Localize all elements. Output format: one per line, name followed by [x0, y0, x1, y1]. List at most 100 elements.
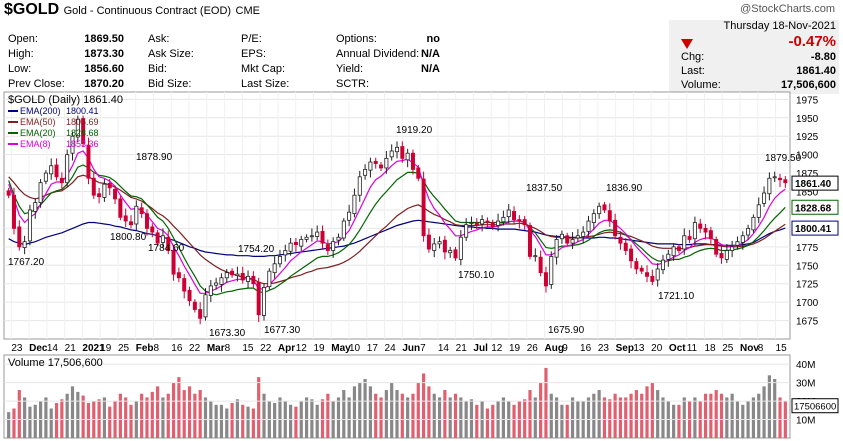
x-tick-label: 16 — [580, 343, 592, 354]
volume-bar — [650, 382, 654, 438]
candle — [645, 272, 650, 277]
x-tick-label: May — [331, 343, 351, 354]
candle — [22, 241, 27, 248]
volume-bar — [230, 402, 234, 438]
open-value: 1869.50 — [84, 33, 124, 45]
pe-label: P/E: — [241, 33, 262, 45]
x-tick-label: 26 — [527, 343, 539, 354]
price-annotation: 1677.30 — [264, 325, 301, 336]
volume-bar — [437, 397, 442, 438]
legend-name: EMA(20) — [20, 128, 56, 138]
prev-close-label: Prev Close: — [8, 78, 65, 90]
exchange: CME — [235, 5, 260, 17]
volume-bar — [145, 397, 149, 438]
x-tick-label: 24 — [385, 343, 397, 354]
candle — [421, 178, 426, 237]
chart-header: $GOLD Gold - Continuous Contract (EOD) C… — [4, 1, 260, 19]
volume-bar — [613, 393, 617, 438]
price-annotation: 1878.90 — [136, 152, 173, 163]
candle — [43, 172, 48, 182]
x-tick-label: 14 — [47, 343, 59, 354]
volume-bar — [448, 397, 452, 438]
candle — [395, 146, 399, 153]
candle — [405, 152, 410, 161]
x-tick-label: 14 — [438, 343, 450, 354]
volume-bar — [257, 377, 261, 438]
candle — [501, 216, 506, 223]
volume-bar — [411, 393, 415, 438]
volume-bar — [235, 399, 240, 438]
price-annotation: 1673.30 — [209, 328, 246, 339]
candle — [719, 253, 724, 259]
candle — [714, 239, 719, 255]
volume-bar — [751, 397, 756, 438]
price-annotation: 1879.50 — [765, 153, 802, 164]
yield-value: N/A — [421, 63, 440, 75]
high-value: 1873.30 — [84, 48, 124, 60]
candle — [575, 235, 580, 239]
x-tick-label: Dec — [29, 343, 48, 354]
volume-bar — [70, 386, 75, 438]
candle — [778, 177, 783, 181]
candle — [107, 183, 112, 189]
x-tick-label: Jul — [473, 343, 488, 354]
volume-bar — [246, 406, 250, 438]
volume-value: 17,506,600 — [780, 79, 836, 91]
volume-bar — [672, 404, 676, 438]
candle — [687, 236, 692, 240]
volume-bar — [352, 386, 357, 438]
x-tick-label: 23 — [11, 343, 23, 354]
candle — [613, 219, 618, 237]
volume-bar — [640, 393, 644, 438]
candle — [102, 183, 107, 198]
volume-bar — [773, 378, 777, 438]
volume-bar — [778, 397, 782, 438]
candle — [304, 236, 309, 240]
y-tick-label: 1700 — [796, 298, 819, 309]
low-value: 1856.60 — [84, 63, 124, 75]
volume-bar — [592, 393, 596, 438]
candle — [756, 204, 761, 218]
candle — [469, 222, 474, 224]
volume-bar — [102, 397, 107, 438]
candle — [607, 210, 612, 222]
price-annotation: 1800.80 — [110, 232, 147, 243]
volume-bar — [570, 397, 575, 438]
volume-bar — [28, 406, 32, 438]
price-tag-label: 1800.41 — [795, 224, 832, 235]
candle — [682, 235, 687, 250]
volume-bar — [347, 397, 351, 438]
volume-bar — [320, 399, 325, 438]
candle — [17, 226, 22, 248]
volume-bar — [187, 386, 192, 438]
volume-bar — [634, 390, 638, 438]
legend-value: 1828.68 — [66, 128, 99, 138]
volume-bar — [586, 397, 591, 438]
candle — [113, 188, 118, 200]
options-label: Options: — [336, 33, 377, 45]
candle — [38, 182, 43, 203]
volume-bar — [544, 367, 548, 438]
ema50-line — [8, 174, 786, 285]
candle — [554, 239, 559, 258]
volume-y-tick: 40M — [796, 360, 815, 371]
candle — [767, 177, 772, 195]
candle — [75, 118, 80, 138]
x-tick-label: 16 — [171, 343, 183, 354]
quote-date: Thursday 18-Nov-2021 — [723, 20, 836, 32]
candle — [538, 256, 543, 274]
candle — [400, 146, 405, 159]
candle — [129, 221, 134, 226]
volume-bar — [406, 397, 410, 438]
candle — [379, 164, 384, 169]
candle — [363, 169, 368, 176]
percent-change: -0.47% — [788, 33, 836, 50]
candle — [549, 256, 554, 285]
ask-label: Ask: — [148, 33, 170, 45]
candle — [203, 294, 208, 318]
open-label: Open: — [8, 33, 38, 45]
candle — [11, 194, 16, 229]
chart-title: $GOLD (Daily) 1861.40 — [8, 94, 123, 106]
candle — [235, 273, 240, 276]
volume-y-tick: 30M — [796, 379, 815, 390]
